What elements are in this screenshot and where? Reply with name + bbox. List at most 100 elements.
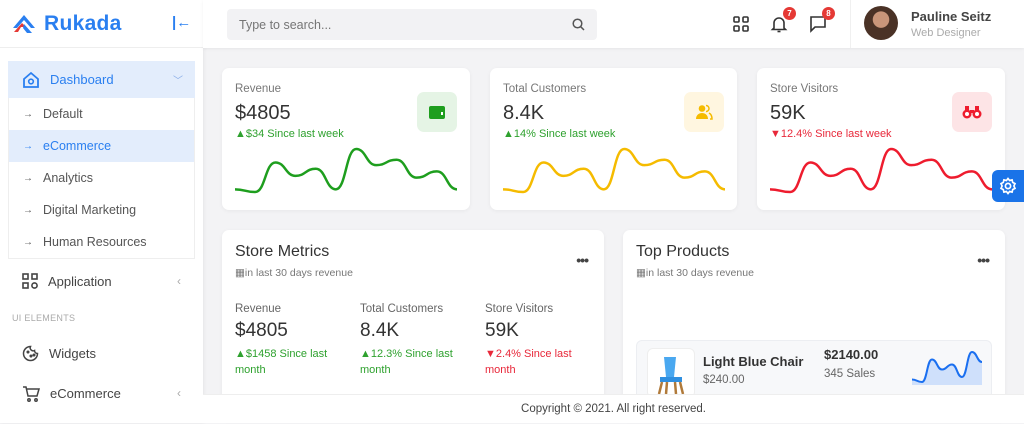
metric-value: 8.4K [360,320,400,341]
apps-grid-icon[interactable] [732,15,750,33]
sidebar-item-application[interactable]: Application ‹ [0,261,203,301]
search-box[interactable] [227,9,597,40]
calendar-icon: ▦ [235,267,245,279]
collapse-sidebar-icon[interactable]: |← [172,14,192,31]
stat-title: Revenue [235,83,282,95]
sidebar-subitem-ecommerce[interactable]: → eCommerce [9,130,194,162]
stat-change-text: $34 Since last week [245,128,344,140]
sparkline-customers [503,147,725,194]
subitem-label: Human Resources [43,235,147,249]
dashboard-submenu: → Default → eCommerce → Analytics → Digital … [8,98,195,259]
wallet-icon [417,92,457,132]
calendar-icon: ▦ [636,267,646,279]
card-subtitle-text: in last 30 days revenue [645,267,754,279]
messages-button[interactable]: 8 [809,7,835,33]
binoculars-icon [952,92,992,132]
chevron-down-icon: ﹀ [173,76,183,87]
bell-icon [770,17,788,33]
user-role: Web Designer [911,27,981,39]
arrow-right-icon: → [23,140,33,152]
sparkline-visitors [770,147,992,194]
message-count-badge: 8 [822,7,835,20]
sidebar: Rukada |← Dashboard ﹀ → Default → eCommerc… [0,0,203,423]
metric-revenue: Revenue $4805 ▲$1458 Since last month [235,303,355,378]
product-revenue: $2140.00 [824,347,879,362]
arrow-right-icon: → [23,172,33,184]
sparkline-line [770,147,992,194]
sidebar-item-dashboard[interactable]: Dashboard ﹀ [8,61,195,98]
arrow-right-icon: → [23,204,33,216]
sparkline-line [503,147,725,194]
cart-icon [23,385,40,402]
sidebar-item-label: Dashboard [50,72,114,87]
section-label: UI ELEMENTS [12,313,76,323]
avatar[interactable] [864,6,898,40]
notifications-button[interactable]: 7 [770,7,796,33]
search-input[interactable] [239,17,572,32]
product-price: $240.00 [703,374,745,386]
stat-change: ▼12.4% Since last week [770,128,892,140]
search-icon[interactable] [572,18,585,31]
sidebar-subitem-analytics[interactable]: → Analytics [9,162,194,194]
sidebar-item-label: Widgets [49,345,96,361]
card-subtitle: ▦in last 30 days revenue [235,267,353,279]
metric-value: 59K [485,320,519,341]
stat-value: 8.4K [503,102,545,124]
metric-change-text: $1458 Since last month [235,348,328,376]
sparkline-line [235,147,457,194]
top-header: 7 8 Pauline Seitz Web Designer [203,0,1024,48]
metric-title: Total Customers [360,303,444,315]
home-icon [23,71,39,88]
stat-card-customers: Total Customers 8.4K ▲14% Since last wee… [490,68,737,210]
chevron-left-icon: ‹ [177,274,181,288]
chevron-left-icon: ‹ [177,386,181,400]
user-name[interactable]: Pauline Seitz [911,9,992,24]
sidebar-item-label: Application [48,273,112,289]
grid-icon [22,273,38,289]
arrow-right-icon: → [23,108,33,120]
metric-visitors: Store Visitors 59K ▼2.4% Since last month [485,303,605,378]
stat-value: 59K [770,102,806,124]
metric-title: Store Visitors [485,303,554,315]
sidebar-item-ecommerce[interactable]: eCommerce ‹ [0,373,203,413]
sidebar-item-widgets[interactable]: Widgets [0,333,203,373]
metric-customers: Total Customers 8.4K ▲12.3% Since last mon… [360,303,480,378]
subitem-label: Analytics [43,171,94,185]
header-divider [850,0,851,48]
store-metrics-card: Store Metrics ▦in last 30 days revenue •… [222,230,604,420]
arrow-right-icon: → [23,236,33,248]
card-title: Top Products [636,243,730,260]
sidebar-subitem-human-resources[interactable]: → Human Resources [9,226,194,258]
notification-count-badge: 7 [783,7,796,20]
stat-card-revenue: Revenue $4805 ▲$34 Since last week [222,68,470,210]
sidebar-subitem-default[interactable]: → Default [9,98,194,130]
stat-card-visitors: Store Visitors 59K ▼12.4% Since last wee… [757,68,1005,210]
subitem-label: eCommerce [43,139,112,153]
top-products-card: Top Products ▦in last 30 days revenue ••… [623,230,1005,420]
product-image [647,348,695,398]
product-sales: 345 Sales [824,368,876,380]
sidebar-subitem-digital-marketing[interactable]: → Digital Marketing [9,194,194,226]
more-options-button[interactable]: ••• [576,252,589,268]
metric-change: ▼2.4% Since last month [485,348,572,376]
more-options-button[interactable]: ••• [977,252,990,268]
card-subtitle: ▦in last 30 days revenue [636,267,754,279]
trend-line [912,350,982,384]
product-row[interactable]: Light Blue Chair $240.00 $2140.00 345 Sa… [636,340,992,400]
users-icon [684,92,724,132]
brand[interactable]: Rukada |← [0,0,203,48]
stat-change: ▲14% Since last week [503,128,616,140]
metric-title: Revenue [235,303,282,315]
metric-change-text: 2.4% Since last month [485,348,572,376]
metric-value: $4805 [235,320,288,341]
stat-value: $4805 [235,102,291,124]
card-title: Store Metrics [235,243,330,260]
settings-button[interactable] [992,170,1024,202]
sidebar-item-label: eCommerce [50,385,121,401]
footer: Copyright © 2021. All right reserved. [203,394,1024,423]
brand-name: Rukada [44,11,122,35]
gear-icon [999,177,1017,195]
stat-title: Total Customers [503,83,587,95]
subitem-label: Digital Marketing [43,203,137,217]
metric-change-text: 12.3% Since last month [360,348,453,376]
